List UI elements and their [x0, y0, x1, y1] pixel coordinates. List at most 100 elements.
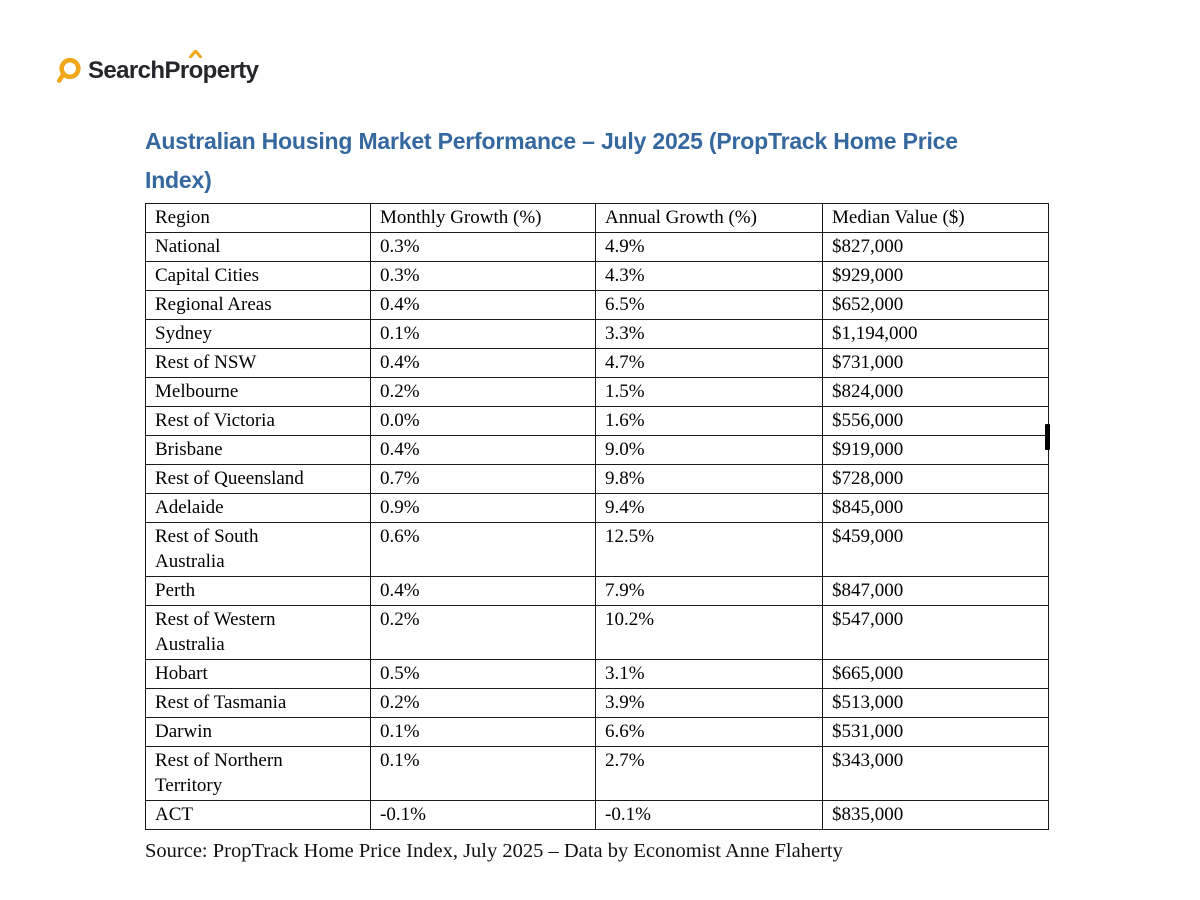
header-row: Region Monthly Growth (%) Annual Growth (%…	[145, 203, 1049, 233]
magnifier-icon	[56, 57, 81, 83]
table-cell: Sydney	[145, 319, 371, 349]
brand-logo[interactable]: SearchPr operty	[54, 50, 259, 87]
table-row: Hobart 0.5% 3.1% $665,000	[145, 659, 1049, 689]
table-cell: $835,000	[822, 800, 1049, 830]
table-cell: Rest of NSW	[145, 348, 371, 378]
table-cell: Hobart	[145, 659, 371, 689]
table-cell: 10.2%	[595, 605, 823, 660]
table-cell: $556,000	[822, 406, 1049, 436]
source-note: Source: PropTrack Home Price Index, July…	[145, 840, 843, 862]
brand-letter-o: o	[188, 50, 203, 85]
table-cell: $459,000	[822, 522, 1049, 577]
brand-name: SearchPr operty	[88, 50, 259, 85]
column-header: Median Value ($)	[822, 203, 1049, 233]
table-cell: $665,000	[822, 659, 1049, 689]
table-cell: 3.3%	[595, 319, 823, 349]
table-row: Brisbane 0.4% 9.0% $919,000	[145, 435, 1049, 465]
table-cell: 6.5%	[595, 290, 823, 320]
table-cell: $547,000	[822, 605, 1049, 660]
column-header: Region	[145, 203, 371, 233]
table-cell: Regional Areas	[145, 290, 371, 320]
table-cell: Capital Cities	[145, 261, 371, 291]
table-cell: 9.8%	[595, 464, 823, 494]
table-cell: 0.1%	[370, 746, 596, 801]
table-cell: $847,000	[822, 576, 1049, 606]
table-cell: 4.7%	[595, 348, 823, 378]
table-cell: Rest of Queensland	[145, 464, 371, 494]
table-cell: Brisbane	[145, 435, 371, 465]
table-row: Perth 0.4% 7.9% $847,000	[145, 576, 1049, 606]
table-cell: 3.1%	[595, 659, 823, 689]
page-title: Australian Housing Market Performance – …	[145, 122, 1075, 200]
table-cell: 1.5%	[595, 377, 823, 407]
table-cell: 0.4%	[370, 435, 596, 465]
table-cell: Melbourne	[145, 377, 371, 407]
table-cell: 0.2%	[370, 377, 596, 407]
table-cell: Perth	[145, 576, 371, 606]
table-cell: $728,000	[822, 464, 1049, 494]
table-row: Rest of NSW 0.4% 4.7% $731,000	[145, 348, 1049, 378]
table-cell: $343,000	[822, 746, 1049, 801]
text-cursor-artifact	[1045, 424, 1050, 450]
table-row: Rest of Northern Territory 0.1% 2.7% $343,0…	[145, 746, 1049, 801]
table-row: Capital Cities 0.3% 4.3% $929,000	[145, 261, 1049, 291]
table-cell: $929,000	[822, 261, 1049, 291]
table-cell: 0.5%	[370, 659, 596, 689]
table-cell: Rest of Victoria	[145, 406, 371, 436]
page-title-line-2: Index)	[145, 167, 212, 193]
table-cell: 0.3%	[370, 232, 596, 262]
table-cell: $652,000	[822, 290, 1049, 320]
table-cell: $824,000	[822, 377, 1049, 407]
table-row: Rest of Western Australia 0.2% 10.2% $547,0…	[145, 605, 1049, 660]
table-cell: Rest of South Australia	[145, 522, 371, 577]
table-cell: 0.1%	[370, 717, 596, 747]
table-cell: Rest of Northern Territory	[145, 746, 371, 801]
table-cell: 2.7%	[595, 746, 823, 801]
table-cell: -0.1%	[595, 800, 823, 830]
table-cell: -0.1%	[370, 800, 596, 830]
table-cell: 4.9%	[595, 232, 823, 262]
table-cell: 0.0%	[370, 406, 596, 436]
brand-part-search: Search	[88, 57, 165, 84]
table-cell: $919,000	[822, 435, 1049, 465]
column-header: Annual Growth (%)	[595, 203, 823, 233]
table-cell: 0.3%	[370, 261, 596, 291]
table-cell: Rest of Western Australia	[145, 605, 371, 660]
table-row: Rest of South Australia 0.6% 12.5% $459,000	[145, 522, 1049, 577]
table-row: Adelaide 0.9% 9.4% $845,000	[145, 493, 1049, 523]
table-cell: 7.9%	[595, 576, 823, 606]
table-cell: $845,000	[822, 493, 1049, 523]
brand-part-pr: Pr	[164, 57, 189, 84]
table-cell: 0.1%	[370, 319, 596, 349]
table-cell: 1.6%	[595, 406, 823, 436]
table-cell: 9.4%	[595, 493, 823, 523]
table-cell: 0.4%	[370, 348, 596, 378]
table-cell: $731,000	[822, 348, 1049, 378]
table-row: National 0.3% 4.9% $827,000	[145, 232, 1049, 262]
table-cell: 0.7%	[370, 464, 596, 494]
table-cell: 0.2%	[370, 605, 596, 660]
table-cell: $513,000	[822, 688, 1049, 718]
table-row: Darwin 0.1% 6.6% $531,000	[145, 717, 1049, 747]
table-cell: 0.4%	[370, 290, 596, 320]
table-cell: 9.0%	[595, 435, 823, 465]
housing-market-table: Region Monthly Growth (%) Annual Growth (%…	[145, 203, 1049, 830]
table-cell: 0.4%	[370, 576, 596, 606]
page-title-line-1: Australian Housing Market Performance – …	[145, 128, 958, 154]
table-cell: 3.9%	[595, 688, 823, 718]
table-cell: Rest of Tasmania	[145, 688, 371, 718]
table-cell: Adelaide	[145, 493, 371, 523]
table-cell: 12.5%	[595, 522, 823, 577]
table-cell: 4.3%	[595, 261, 823, 291]
table-cell: National	[145, 232, 371, 262]
table-cell: ACT	[145, 800, 371, 830]
table-row: Sydney 0.1% 3.3% $1,194,000	[145, 319, 1049, 349]
table-cell: Darwin	[145, 717, 371, 747]
column-header: Monthly Growth (%)	[370, 203, 596, 233]
table-cell: 0.2%	[370, 688, 596, 718]
table-row: Melbourne 0.2% 1.5% $824,000	[145, 377, 1049, 407]
table-row: Regional Areas 0.4% 6.5% $652,000	[145, 290, 1049, 320]
brand-part-perty: perty	[202, 57, 259, 84]
table-row: ACT -0.1% -0.1% $835,000	[145, 800, 1049, 830]
table-row: Rest of Victoria 0.0% 1.6% $556,000	[145, 406, 1049, 436]
